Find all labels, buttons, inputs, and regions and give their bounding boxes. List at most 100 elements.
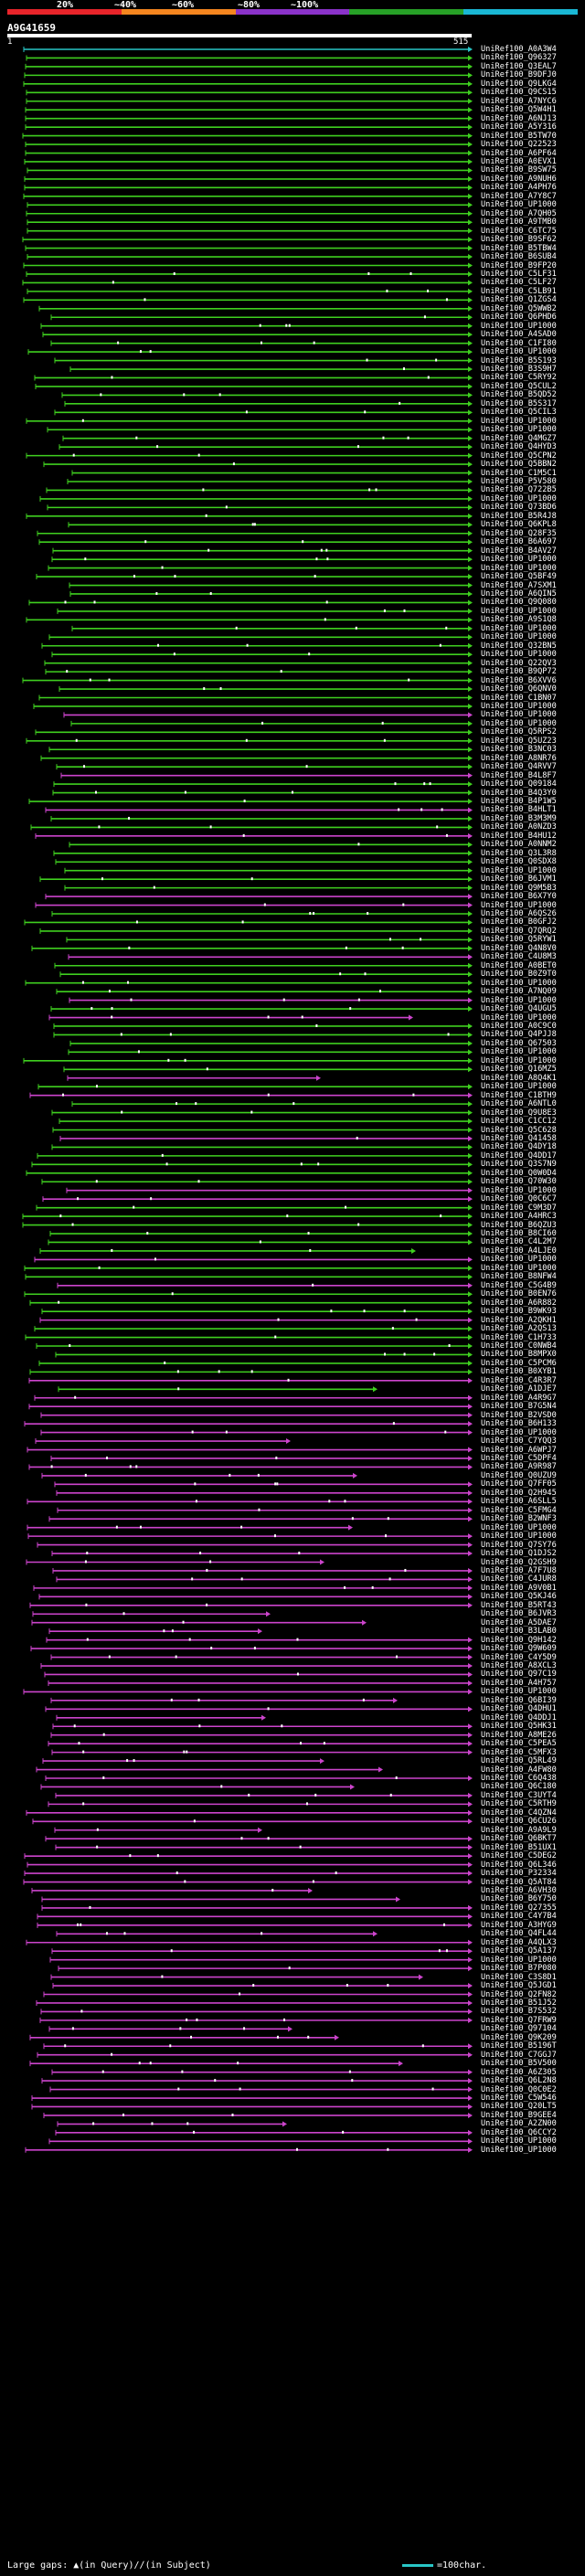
hit-label[interactable]: UniRef100_Q4DD17 xyxy=(481,1150,557,1161)
hit-label[interactable]: UniRef100_UP1000 xyxy=(481,2145,557,2155)
hit-label[interactable]: UniRef100_C5RTH9 xyxy=(481,1799,557,1809)
hit-label[interactable]: UniRef100_Q97C19 xyxy=(481,1670,557,1680)
hit-label[interactable]: UniRef100_A8XCL3 xyxy=(481,1661,557,1671)
hit-label[interactable]: UniRef100_Q4N8V0 xyxy=(481,943,557,953)
hit-label[interactable]: UniRef100_C1FI80 xyxy=(481,338,557,348)
hit-label[interactable]: UniRef100_A9S1Q8 xyxy=(481,615,557,625)
hit-label[interactable]: UniRef100_B51UX1 xyxy=(481,1842,557,1852)
hit-label[interactable]: UniRef100_A6NJ13 xyxy=(481,113,557,123)
hit-label[interactable]: UniRef100_Q0C6C7 xyxy=(481,1194,557,1204)
hit-label[interactable]: UniRef100_B6Y750 xyxy=(481,1894,557,1904)
hit-label[interactable]: UniRef100_A0A3W4 xyxy=(481,45,557,54)
hit-label[interactable]: UniRef100_B7P080 xyxy=(481,1964,557,1974)
hit-label[interactable]: UniRef100_C5W546 xyxy=(481,2094,557,2104)
hit-label[interactable]: UniRef100_A7Y8C7 xyxy=(481,191,557,201)
hit-label[interactable]: UniRef100_Q5A137 xyxy=(481,1946,557,1956)
hit-label[interactable]: UniRef100_Q722B5 xyxy=(481,485,557,495)
hit-label[interactable]: UniRef100_C1BTH9 xyxy=(481,1090,557,1100)
hit-label[interactable]: UniRef100_Q4HYD3 xyxy=(481,442,557,452)
hit-label[interactable]: UniRef100_Q97104 xyxy=(481,2024,557,2034)
hit-label[interactable]: UniRef100_A8Q4K1 xyxy=(481,1073,557,1083)
hit-label[interactable]: UniRef100_UP1000 xyxy=(481,995,557,1005)
hit-label[interactable]: UniRef100_C5LF31 xyxy=(481,269,557,279)
hit-label[interactable]: UniRef100_UP1000 xyxy=(481,606,557,616)
hit-label[interactable]: UniRef100_Q7QRQ2 xyxy=(481,926,557,936)
hit-label[interactable]: UniRef100_C5DPF4 xyxy=(481,1453,557,1463)
hit-label[interactable]: UniRef100_Q20LT5 xyxy=(481,2102,557,2112)
hit-label[interactable]: UniRef100_A5DAE7 xyxy=(481,1617,557,1627)
hit-label[interactable]: UniRef100_B9GEE4 xyxy=(481,2110,557,2120)
hit-label[interactable]: UniRef100_Q6CU26 xyxy=(481,1817,557,1827)
hit-label[interactable]: UniRef100_Q09184 xyxy=(481,779,557,790)
hit-label[interactable]: UniRef100_Q2H945 xyxy=(481,1488,557,1498)
hit-label[interactable]: UniRef100_B8NFW4 xyxy=(481,1272,557,1282)
hit-label[interactable]: UniRef100_UP1000 xyxy=(481,978,557,988)
hit-label[interactable]: UniRef100_C4Y5D9 xyxy=(481,1652,557,1662)
hit-label[interactable]: UniRef100_Q0W0D4 xyxy=(481,1168,557,1178)
hit-label[interactable]: UniRef100_Q5RPS2 xyxy=(481,727,557,737)
hit-label[interactable]: UniRef100_Q5CPN2 xyxy=(481,451,557,461)
hit-label[interactable]: UniRef100_C5DEG2 xyxy=(481,1851,557,1861)
hit-label[interactable]: UniRef100_Q5C628 xyxy=(481,1125,557,1135)
hit-label[interactable]: UniRef100_Q9W609 xyxy=(481,1644,557,1654)
hit-label[interactable]: UniRef100_P32334 xyxy=(481,1869,557,1879)
hit-label[interactable]: UniRef100_Q6KPL8 xyxy=(481,520,557,530)
hit-label[interactable]: UniRef100_Q2GSH9 xyxy=(481,1557,557,1567)
hit-label[interactable]: UniRef100_Q1DJS2 xyxy=(481,1549,557,1559)
hit-label[interactable]: UniRef100_B9SW75 xyxy=(481,165,557,175)
hit-label[interactable]: UniRef100_Q6BKT7 xyxy=(481,1834,557,1844)
hit-label[interactable]: UniRef100_A6PF64 xyxy=(481,148,557,158)
hit-label[interactable]: UniRef100_Q3S7N9 xyxy=(481,1160,557,1170)
hit-label[interactable]: UniRef100_A4LJE0 xyxy=(481,1246,557,1256)
hit-label[interactable]: UniRef100_Q9CS15 xyxy=(481,88,557,98)
hit-label[interactable]: UniRef100_C7YQQ3 xyxy=(481,1436,557,1447)
hit-label[interactable]: UniRef100_Q4MGZ7 xyxy=(481,433,557,443)
hit-label[interactable]: UniRef100_UP1000 xyxy=(481,416,557,426)
hit-label[interactable]: UniRef100_B5RT43 xyxy=(481,1600,557,1610)
hit-label[interactable]: UniRef100_C3S8D1 xyxy=(481,1972,557,1982)
hit-label[interactable]: UniRef100_A9TMB0 xyxy=(481,217,557,228)
hit-label[interactable]: UniRef100_Q3EAL7 xyxy=(481,61,557,71)
hit-label[interactable]: UniRef100_Q9LKG4 xyxy=(481,79,557,89)
hit-label[interactable]: UniRef100_Q0UZU9 xyxy=(481,1470,557,1480)
hit-label[interactable]: UniRef100_B0Z9T0 xyxy=(481,970,557,980)
hit-label[interactable]: UniRef100_B9QP72 xyxy=(481,667,557,677)
hit-label[interactable]: UniRef100_B3S9H7 xyxy=(481,365,557,375)
hit-label[interactable]: UniRef100_A7F7U8 xyxy=(481,1565,557,1575)
hit-label[interactable]: UniRef100_Q6BI39 xyxy=(481,1695,557,1705)
hit-label[interactable]: UniRef100_A6WPJ7 xyxy=(481,1445,557,1455)
hit-label[interactable]: UniRef100_UP1000 xyxy=(481,493,557,504)
hit-label[interactable]: UniRef100_B6QZU3 xyxy=(481,1220,557,1230)
hit-label[interactable]: UniRef100_Q7FRW9 xyxy=(481,2015,557,2025)
hit-label[interactable]: UniRef100_Q5CUL2 xyxy=(481,381,557,391)
hit-label[interactable]: UniRef100_A2ZN00 xyxy=(481,2119,557,2129)
hit-label[interactable]: UniRef100_Q5UZ23 xyxy=(481,736,557,746)
hit-label[interactable]: UniRef100_UP1000 xyxy=(481,632,557,642)
hit-label[interactable]: UniRef100_UP1000 xyxy=(481,425,557,435)
hit-label[interactable]: UniRef100_B5S193 xyxy=(481,355,557,366)
hit-label[interactable]: UniRef100_B4HLT1 xyxy=(481,805,557,815)
hit-label[interactable]: UniRef100_A4R9G7 xyxy=(481,1393,557,1403)
hit-label[interactable]: UniRef100_Q0C0E2 xyxy=(481,2084,557,2094)
hit-label[interactable]: UniRef100_C4L2M7 xyxy=(481,1237,557,1247)
hit-label[interactable]: UniRef100_Q4DDJ1 xyxy=(481,1712,557,1723)
hit-label[interactable]: UniRef100_A4PH76 xyxy=(481,183,557,193)
hit-label[interactable]: UniRef100_Q9Q080 xyxy=(481,598,557,608)
hit-label[interactable]: UniRef100_Q5HK31 xyxy=(481,1722,557,1732)
hit-label[interactable]: UniRef100_B5TBW4 xyxy=(481,243,557,253)
hit-label[interactable]: UniRef100_Q9M5B3 xyxy=(481,883,557,893)
hit-label[interactable]: UniRef100_UP1000 xyxy=(481,1427,557,1437)
hit-label[interactable]: UniRef100_A6QIN5 xyxy=(481,588,557,599)
hit-label[interactable]: UniRef100_Q5RYW1 xyxy=(481,935,557,945)
hit-label[interactable]: UniRef100_Q7SY76 xyxy=(481,1540,557,1550)
hit-label[interactable]: UniRef100_Q41458 xyxy=(481,1133,557,1143)
hit-label[interactable]: UniRef100_C5G4B9 xyxy=(481,1280,557,1290)
hit-label[interactable]: UniRef100_Q67503 xyxy=(481,1038,557,1048)
hit-label[interactable]: UniRef100_Q4DHU1 xyxy=(481,1704,557,1714)
hit-label[interactable]: UniRef100_Q5KJ46 xyxy=(481,1592,557,1602)
hit-label[interactable]: UniRef100_A6R882 xyxy=(481,1298,557,1308)
hit-label[interactable]: UniRef100_B3M3M9 xyxy=(481,813,557,823)
hit-label[interactable]: UniRef100_UP1000 xyxy=(481,321,557,331)
hit-label[interactable]: UniRef100_B7S532 xyxy=(481,2007,557,2017)
hit-label[interactable]: UniRef100_C5RY92 xyxy=(481,373,557,383)
